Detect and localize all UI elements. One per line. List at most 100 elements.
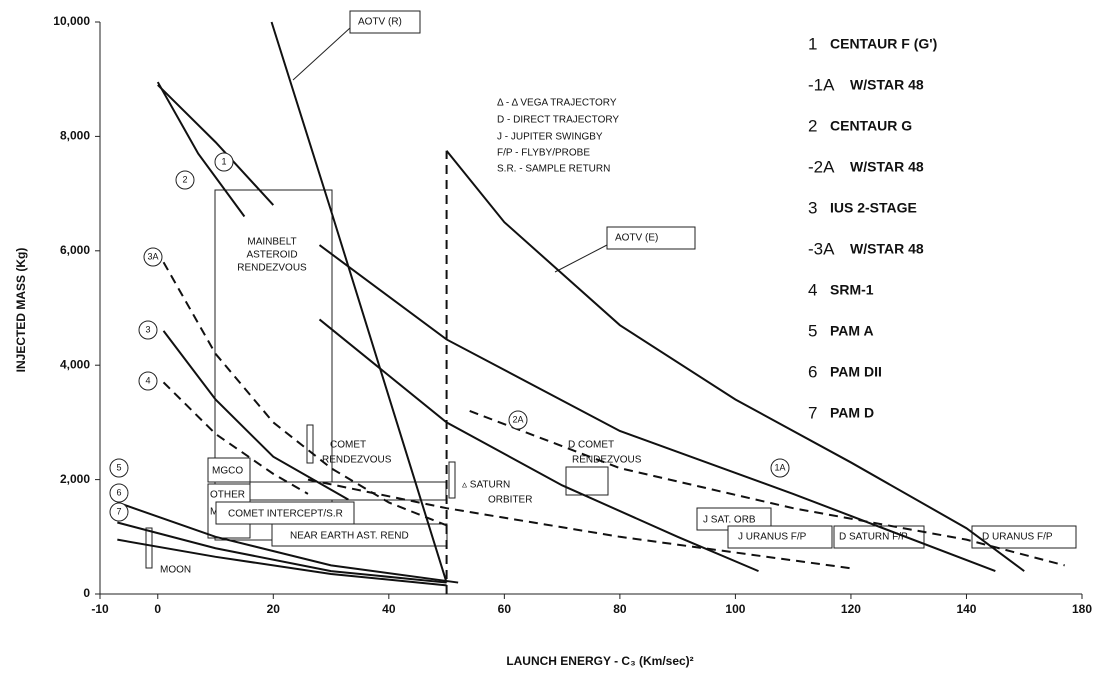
series-line (117, 521, 447, 584)
legend-text: PAM D (830, 405, 874, 421)
annotation: MGCO (212, 466, 243, 477)
annotation: ASTEROID (246, 250, 297, 261)
x-tick-label: 40 (382, 602, 396, 616)
legend-text: CENTAUR F (G') (830, 36, 937, 52)
series-line (318, 244, 996, 573)
series-line (318, 318, 759, 573)
annotation: RENDEZVOUS (572, 455, 642, 466)
series-line (307, 478, 852, 570)
annotation-box (727, 525, 833, 549)
annotation-box (349, 10, 421, 34)
series-line (445, 150, 1025, 572)
annotation: J SAT. ORB (703, 515, 756, 526)
legend-number: 2 (808, 116, 817, 135)
x-tick-label: 80 (613, 602, 627, 616)
series-line (116, 501, 459, 584)
key-item: J - JUPITER SWINGBY (497, 132, 603, 143)
curve-label-circle (109, 502, 129, 522)
curve-label-circle (109, 483, 129, 503)
x-tick-label: 180 (1072, 602, 1092, 616)
y-axis-title: INJECTED MASS (Kg) (14, 248, 28, 373)
curve-label: 3A (147, 251, 158, 261)
legend-number: 3 (808, 198, 817, 217)
curve-label-circle (214, 152, 234, 172)
curve-label: 1 (221, 156, 226, 166)
legend-text: PAM A (830, 323, 874, 339)
series-line (117, 538, 447, 587)
key-item: S.R. - SAMPLE RETURN (497, 164, 610, 175)
x-tick-label: -10 (91, 602, 109, 616)
arrow (292, 27, 351, 81)
annotation-box (207, 457, 251, 483)
annotation: J URANUS F/P (738, 532, 807, 543)
annotation: D SATURN F/P (839, 532, 908, 543)
x-tick-label: 120 (841, 602, 861, 616)
legend-number: 5 (808, 321, 817, 340)
annotation-layer: AOTV (R) AOTV (E) MAINBELT ASTEROID REND… (145, 10, 1077, 576)
y-tick-label: 0 (83, 586, 90, 600)
annotation: ▵ SATURN (462, 480, 510, 491)
annotation: MOON (160, 565, 191, 576)
curve-label-circle (138, 371, 158, 391)
x-tick-label: 20 (267, 602, 281, 616)
annotation: RENDEZVOUS (237, 263, 307, 274)
annotation-box (971, 525, 1077, 549)
annotation: AOTV (E) (615, 233, 658, 244)
annotation: COMET INTERCEPT/S.R (228, 509, 343, 520)
key: Δ - Δ VEGA TRAJECTORY D - DIRECT TRAJECT… (497, 98, 619, 175)
curve-label-circle (138, 320, 158, 340)
y-tick-label: 2,000 (60, 472, 90, 486)
x-axis-title: LAUNCH ENERGY - C₃ (Km/sec)² (506, 654, 693, 668)
curve-label: 2A (512, 414, 523, 424)
legend-text: SRM-1 (830, 282, 874, 298)
x-tick-label: 0 (154, 602, 161, 616)
legend-number: 7 (808, 403, 817, 422)
annotation: AOTV (R) (358, 17, 402, 28)
curve-label: 6 (116, 487, 121, 497)
legend-number: -2A (808, 157, 835, 176)
x-tick-label: 140 (956, 602, 976, 616)
annotation: RENDEZVOUS (322, 455, 392, 466)
curve-label: 4 (145, 375, 150, 385)
curve-label: 2 (182, 174, 187, 184)
annotation: ORBITER (488, 495, 532, 506)
annotation: COMET (330, 440, 366, 451)
y-tick-label: 4,000 (60, 357, 90, 371)
arrow (554, 244, 608, 273)
region-box (145, 527, 153, 569)
annotation-box (606, 226, 696, 250)
legend-text: PAM DII (830, 364, 882, 380)
curve-label: 7 (116, 506, 121, 516)
series-line (469, 410, 1065, 567)
legend-text: CENTAUR G (830, 118, 912, 134)
key-item: F/P - FLYBY/PROBE (497, 148, 590, 159)
curve-label: 1A (774, 462, 785, 472)
legend-number: -3A (808, 239, 835, 258)
series-line (270, 21, 448, 583)
region-box (306, 424, 314, 464)
curve-label-circle (109, 458, 129, 478)
curve-label-circle (175, 170, 195, 190)
annotation: D COMET (568, 440, 614, 451)
curve-label-circle (143, 247, 163, 267)
legend-number: 4 (808, 280, 817, 299)
curve-label-circle (770, 458, 790, 478)
annotation: D URANUS F/P (982, 532, 1053, 543)
legend-number: 1 (808, 34, 817, 53)
y-tick-label: 10,000 (53, 14, 90, 28)
series-line (162, 261, 447, 527)
y-tick-label: 6,000 (60, 243, 90, 257)
legend-text: IUS 2-STAGE (830, 200, 917, 216)
y-tick-label: 8,000 (60, 129, 90, 143)
legend-number: 6 (808, 362, 817, 381)
legend-text: W/STAR 48 (850, 77, 924, 93)
curve-label-circle (508, 410, 528, 430)
legend-number: -1A (808, 75, 835, 94)
annotation: NEAR EARTH AST. REND (290, 531, 409, 542)
annotation: MAINBELT (247, 237, 296, 248)
series-line (157, 84, 275, 206)
legend-text: W/STAR 48 (850, 159, 924, 175)
series-line (162, 330, 349, 501)
curve-label: 3 (145, 324, 150, 334)
